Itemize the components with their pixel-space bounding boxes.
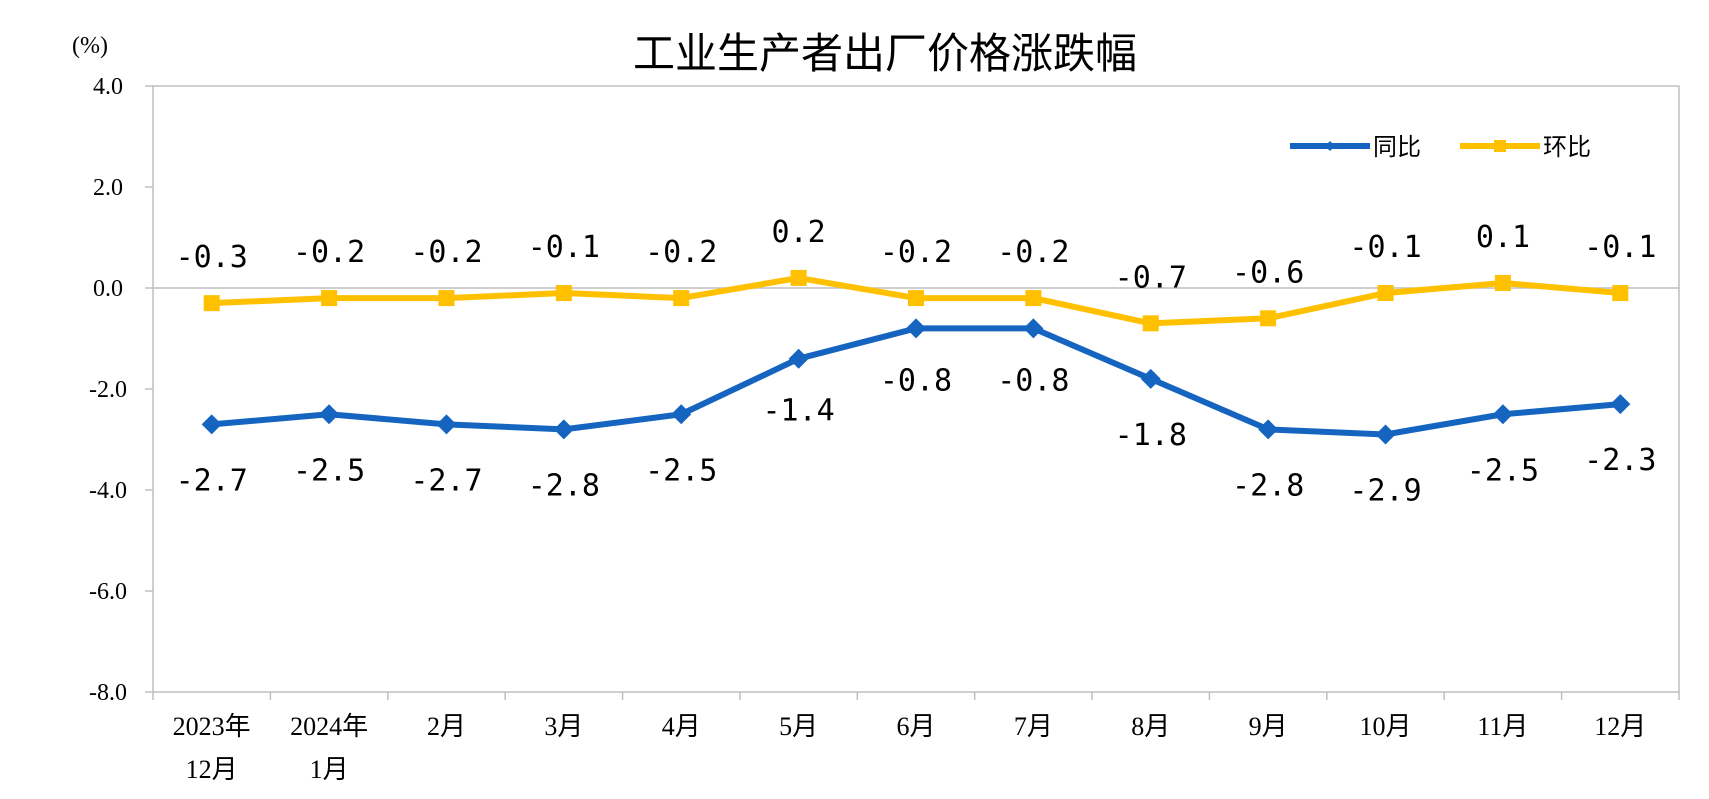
x-tick-label: 6月 <box>896 712 935 741</box>
x-tick-label: 9月 <box>1249 712 1288 741</box>
data-label-yoy: -2.8 <box>528 468 600 503</box>
data-label-mom: -0.1 <box>1584 230 1656 265</box>
x-axis: 2023年 12月 2024年 1月 2月 3月 4月 5月 6月 7月 8月 9月 10月 11月 12月 <box>152 692 1680 784</box>
chart-title: 工业生产者出厂价格涨跌幅 <box>633 29 1137 78</box>
data-label-mom: 0.1 <box>1476 220 1530 255</box>
series-point <box>788 348 809 369</box>
series-point <box>203 295 220 312</box>
legend-label: 环比 <box>1543 133 1591 161</box>
data-label-mom: 0.2 <box>772 215 826 250</box>
data-label-yoy: -2.7 <box>176 463 248 498</box>
data-label-mom: -0.1 <box>528 230 600 265</box>
series-point <box>1375 424 1396 445</box>
x-tick-label: 7月 <box>1014 712 1053 741</box>
series-point <box>438 290 455 307</box>
unit-label: (%) <box>72 33 108 59</box>
series-point <box>321 290 338 307</box>
series-point <box>1612 285 1629 302</box>
series-point <box>1023 318 1044 339</box>
series-point <box>436 414 457 435</box>
series-point <box>1610 394 1631 415</box>
series-point <box>1258 419 1279 440</box>
y-tick-label: -6.0 <box>89 579 127 605</box>
data-label-yoy: -2.3 <box>1584 443 1656 478</box>
series-point <box>1492 404 1513 425</box>
series-point <box>201 414 222 435</box>
y-tick-label: -8.0 <box>89 680 127 706</box>
data-label-yoy: -2.5 <box>293 453 365 488</box>
legend-marker <box>1325 141 1335 151</box>
data-labels: -2.7 -2.5 -2.7 -2.8 -2.5 -1.4 -0.8 -0.8 -1.8 -2.8… <box>176 215 1657 509</box>
series-point <box>673 290 690 307</box>
data-label-mom: -0.6 <box>1232 255 1304 290</box>
series-point <box>1260 310 1277 327</box>
series-point <box>1025 290 1042 307</box>
data-label-yoy: -2.8 <box>1232 468 1304 503</box>
series-point <box>1494 274 1511 291</box>
legend: 同比 环比 <box>1290 133 1591 161</box>
series-point <box>1140 368 1161 389</box>
series-point <box>1377 285 1394 302</box>
data-label-yoy: -2.5 <box>645 453 717 488</box>
y-tick-label: -4.0 <box>89 478 127 504</box>
data-label-yoy: -0.8 <box>997 363 1069 398</box>
x-tick-label: 5月 <box>779 712 818 741</box>
y-tick-label: -2.0 <box>89 377 127 403</box>
legend-label: 同比 <box>1373 133 1421 161</box>
data-label-yoy: -2.9 <box>1349 473 1421 508</box>
data-label-mom: -0.2 <box>880 235 952 270</box>
data-label-yoy: -2.7 <box>410 463 482 498</box>
y-tick-label: 0.0 <box>93 276 123 302</box>
x-tick-label: 8月 <box>1131 712 1170 741</box>
x-tick-label: 12月 <box>186 755 238 784</box>
series-layer <box>201 269 1631 445</box>
x-tick-label: 10月 <box>1360 712 1412 741</box>
data-label-mom: -0.3 <box>176 240 248 275</box>
data-label-mom: -0.1 <box>1349 230 1421 265</box>
x-tick-label: 2024年 <box>290 712 368 741</box>
x-tick-label: 3月 <box>544 712 583 741</box>
data-label-yoy: -0.8 <box>880 363 952 398</box>
y-tick-label: 4.0 <box>93 74 123 100</box>
series-point <box>790 269 807 286</box>
data-label-yoy: -1.8 <box>1115 418 1187 453</box>
x-tick-label: 2023年 <box>173 712 251 741</box>
x-tick-label: 11月 <box>1477 712 1528 741</box>
x-tick-label: 4月 <box>662 712 701 741</box>
data-label-mom: -0.2 <box>645 235 717 270</box>
legend-marker <box>1494 140 1506 152</box>
series-point <box>671 404 692 425</box>
y-tick-label: 2.0 <box>93 175 123 201</box>
data-label-yoy: -2.5 <box>1467 453 1539 488</box>
x-tick-label: 2月 <box>427 712 466 741</box>
x-tick-label: 1月 <box>310 755 349 784</box>
data-label-mom: -0.2 <box>293 235 365 270</box>
series-point <box>555 285 572 302</box>
data-label-mom: -0.7 <box>1115 260 1187 295</box>
data-label-mom: -0.2 <box>410 235 482 270</box>
x-tick-label: 12月 <box>1594 712 1646 741</box>
series-point <box>1142 315 1159 332</box>
series-point <box>906 318 926 339</box>
series-point <box>908 290 924 307</box>
series-point <box>553 419 574 440</box>
series-point <box>319 404 340 425</box>
data-label-mom: -0.2 <box>997 235 1069 270</box>
data-label-yoy: -1.4 <box>762 394 834 429</box>
